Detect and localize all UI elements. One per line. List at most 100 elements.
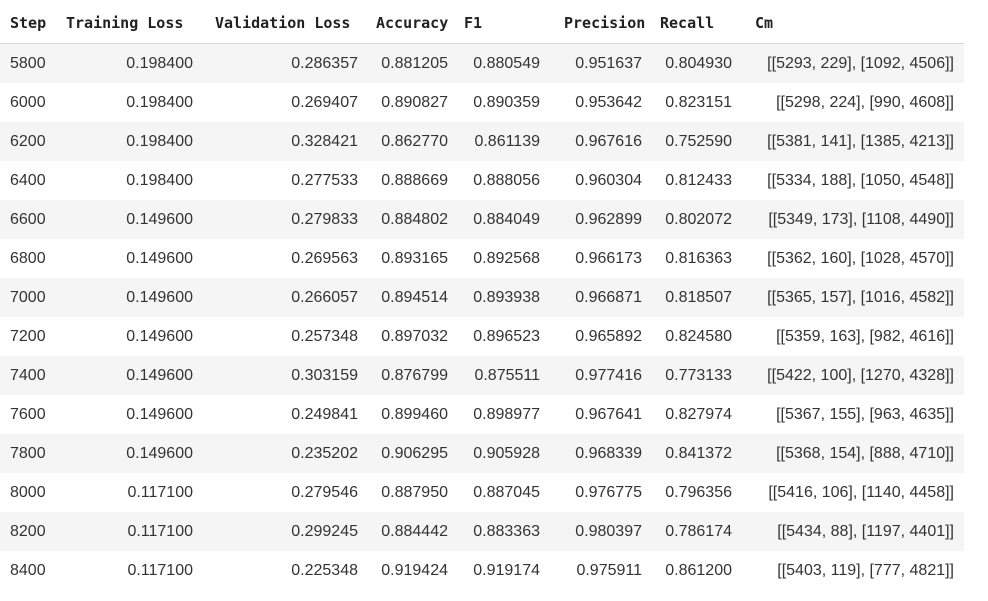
- table-row: 8200 0.117100 0.299245 0.884442 0.883363 0.98…: [0, 512, 964, 551]
- cell-training-loss: 0.198400: [64, 161, 205, 200]
- cell-f1: 0.890359: [456, 83, 546, 122]
- cell-confusion-matrix: [[5293, 229], [1092, 4506]]: [740, 43, 964, 83]
- cell-confusion-matrix: [[5367, 155], [963, 4635]]: [740, 395, 964, 434]
- cell-f1: 0.884049: [456, 200, 546, 239]
- cell-precision: 0.966871: [546, 278, 650, 317]
- cell-validation-loss: 0.266057: [205, 278, 366, 317]
- table-row: 7400 0.149600 0.303159 0.876799 0.875511 0.97…: [0, 356, 964, 395]
- cell-accuracy: 0.881205: [366, 43, 456, 83]
- cell-recall: 0.786174: [650, 512, 740, 551]
- cell-training-loss: 0.117100: [64, 512, 205, 551]
- cell-f1: 0.893938: [456, 278, 546, 317]
- header-step: Step: [0, 3, 64, 44]
- cell-recall: 0.841372: [650, 434, 740, 473]
- table-row: 7800 0.149600 0.235202 0.906295 0.905928 0.96…: [0, 434, 964, 473]
- table-row: 6200 0.198400 0.328421 0.862770 0.861139 0.96…: [0, 122, 964, 161]
- header-precision: Precision: [546, 3, 650, 44]
- cell-precision: 0.960304: [546, 161, 650, 200]
- cell-step: 5800: [0, 43, 64, 83]
- cell-validation-loss: 0.279546: [205, 473, 366, 512]
- cell-f1: 0.887045: [456, 473, 546, 512]
- cell-confusion-matrix: [[5349, 173], [1108, 4490]]: [740, 200, 964, 239]
- cell-accuracy: 0.893165: [366, 239, 456, 278]
- cell-f1: 0.880549: [456, 43, 546, 83]
- table-body: 5800 0.198400 0.286357 0.881205 0.880549 0.95…: [0, 43, 964, 590]
- cell-f1: 0.861139: [456, 122, 546, 161]
- cell-validation-loss: 0.225348: [205, 551, 366, 590]
- cell-training-loss: 0.149600: [64, 200, 205, 239]
- cell-accuracy: 0.906295: [366, 434, 456, 473]
- cell-step: 8000: [0, 473, 64, 512]
- cell-training-loss: 0.149600: [64, 434, 205, 473]
- cell-f1: 0.896523: [456, 317, 546, 356]
- table-row: 6400 0.198400 0.277533 0.888669 0.888056 0.96…: [0, 161, 964, 200]
- cell-step: 7600: [0, 395, 64, 434]
- cell-accuracy: 0.919424: [366, 551, 456, 590]
- cell-recall: 0.818507: [650, 278, 740, 317]
- cell-recall: 0.824580: [650, 317, 740, 356]
- header-validation-loss: Validation Loss: [205, 3, 366, 44]
- cell-accuracy: 0.887950: [366, 473, 456, 512]
- table-row: 5800 0.198400 0.286357 0.881205 0.880549 0.95…: [0, 43, 964, 83]
- cell-training-loss: 0.198400: [64, 122, 205, 161]
- cell-confusion-matrix: [[5368, 154], [888, 4710]]: [740, 434, 964, 473]
- cell-training-loss: 0.149600: [64, 356, 205, 395]
- cell-step: 6400: [0, 161, 64, 200]
- cell-recall: 0.816363: [650, 239, 740, 278]
- cell-precision: 0.966173: [546, 239, 650, 278]
- cell-validation-loss: 0.269563: [205, 239, 366, 278]
- cell-training-loss: 0.198400: [64, 83, 205, 122]
- metrics-table-container: Step Training Loss Validation Loss Accur…: [0, 3, 964, 590]
- cell-f1: 0.905928: [456, 434, 546, 473]
- cell-confusion-matrix: [[5334, 188], [1050, 4548]]: [740, 161, 964, 200]
- cell-step: 6800: [0, 239, 64, 278]
- cell-recall: 0.802072: [650, 200, 740, 239]
- table-row: 6800 0.149600 0.269563 0.893165 0.892568 0.96…: [0, 239, 964, 278]
- cell-validation-loss: 0.257348: [205, 317, 366, 356]
- cell-training-loss: 0.198400: [64, 43, 205, 83]
- cell-f1: 0.919174: [456, 551, 546, 590]
- cell-validation-loss: 0.328421: [205, 122, 366, 161]
- training-metrics-table: Step Training Loss Validation Loss Accur…: [0, 3, 964, 590]
- cell-precision: 0.968339: [546, 434, 650, 473]
- cell-precision: 0.980397: [546, 512, 650, 551]
- cell-validation-loss: 0.249841: [205, 395, 366, 434]
- cell-accuracy: 0.894514: [366, 278, 456, 317]
- cell-step: 6000: [0, 83, 64, 122]
- cell-training-loss: 0.149600: [64, 239, 205, 278]
- cell-precision: 0.962899: [546, 200, 650, 239]
- cell-f1: 0.892568: [456, 239, 546, 278]
- cell-accuracy: 0.888669: [366, 161, 456, 200]
- cell-confusion-matrix: [[5365, 157], [1016, 4582]]: [740, 278, 964, 317]
- cell-f1: 0.883363: [456, 512, 546, 551]
- cell-precision: 0.967641: [546, 395, 650, 434]
- cell-confusion-matrix: [[5381, 141], [1385, 4213]]: [740, 122, 964, 161]
- cell-accuracy: 0.884442: [366, 512, 456, 551]
- cell-step: 8400: [0, 551, 64, 590]
- cell-recall: 0.804930: [650, 43, 740, 83]
- cell-recall: 0.752590: [650, 122, 740, 161]
- cell-step: 7800: [0, 434, 64, 473]
- cell-accuracy: 0.897032: [366, 317, 456, 356]
- cell-step: 7000: [0, 278, 64, 317]
- cell-validation-loss: 0.279833: [205, 200, 366, 239]
- cell-confusion-matrix: [[5422, 100], [1270, 4328]]: [740, 356, 964, 395]
- cell-precision: 0.951637: [546, 43, 650, 83]
- cell-step: 7400: [0, 356, 64, 395]
- cell-recall: 0.861200: [650, 551, 740, 590]
- cell-f1: 0.898977: [456, 395, 546, 434]
- cell-confusion-matrix: [[5359, 163], [982, 4616]]: [740, 317, 964, 356]
- cell-training-loss: 0.117100: [64, 551, 205, 590]
- cell-precision: 0.977416: [546, 356, 650, 395]
- table-header: Step Training Loss Validation Loss Accur…: [0, 3, 964, 44]
- cell-training-loss: 0.149600: [64, 317, 205, 356]
- cell-step: 6600: [0, 200, 64, 239]
- cell-recall: 0.827974: [650, 395, 740, 434]
- cell-confusion-matrix: [[5434, 88], [1197, 4401]]: [740, 512, 964, 551]
- cell-precision: 0.965892: [546, 317, 650, 356]
- cell-validation-loss: 0.235202: [205, 434, 366, 473]
- cell-training-loss: 0.149600: [64, 278, 205, 317]
- table-row: 7000 0.149600 0.266057 0.894514 0.893938 0.96…: [0, 278, 964, 317]
- table-row: 8400 0.117100 0.225348 0.919424 0.919174 0.97…: [0, 551, 964, 590]
- header-accuracy: Accuracy: [366, 3, 456, 44]
